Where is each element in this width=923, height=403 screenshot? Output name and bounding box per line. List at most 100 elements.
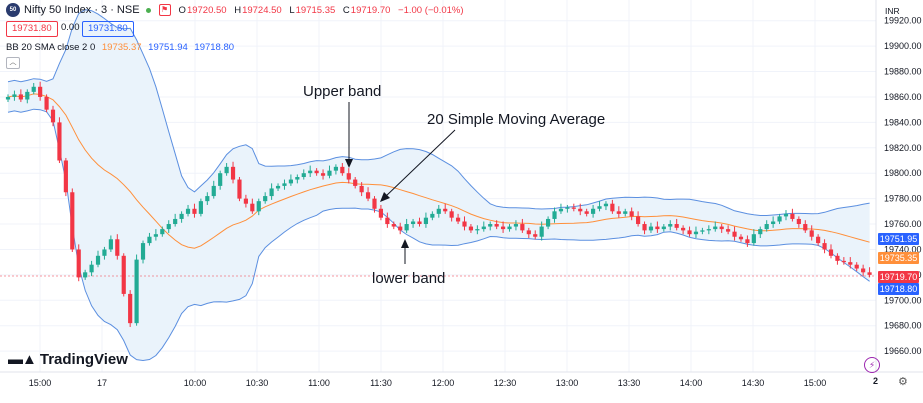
candle-body (500, 226, 506, 230)
candle-body (320, 173, 326, 176)
candle (578, 203, 583, 216)
candle-body (790, 213, 795, 219)
tradingview-logo[interactable]: ▬▲ TradingView (8, 351, 128, 368)
candle (256, 198, 261, 216)
candle (591, 204, 596, 218)
candle-body (12, 94, 17, 97)
candle-body (63, 160, 68, 193)
candle-body (513, 224, 519, 227)
candle (713, 221, 718, 232)
indicator-legend[interactable]: BB 20 SMA close 2 0 19735.37 19751.94 19… (6, 42, 234, 53)
candle (481, 221, 486, 232)
candle-body (410, 221, 416, 225)
candle (314, 168, 319, 176)
candle (822, 239, 827, 254)
candle (706, 225, 711, 235)
candle (275, 183, 281, 191)
candle-body (809, 230, 814, 237)
candle (687, 226, 692, 237)
candle-body (211, 185, 216, 197)
candle-body (70, 192, 75, 250)
tradingview-logo-text: TradingView (39, 351, 128, 368)
candle-body (340, 166, 345, 174)
candle (308, 165, 313, 178)
candle (102, 246, 107, 260)
candle-body (417, 221, 422, 225)
indicator-upper-value: 19751.94 (148, 42, 188, 53)
candle (327, 165, 332, 179)
candle-body (218, 173, 223, 186)
candle (18, 89, 23, 103)
candle (455, 213, 461, 225)
candle (642, 221, 647, 235)
candle (841, 257, 846, 265)
sell-price-button[interactable]: 19731.80 (6, 21, 58, 37)
bollinger-band-fill (8, 9, 870, 361)
candle (166, 220, 171, 233)
price-tick-label: 19860.00 (884, 92, 922, 102)
candle (160, 226, 165, 237)
lightning-icon[interactable]: ⚡ (864, 357, 880, 373)
candle (391, 221, 396, 230)
candle-body (5, 96, 11, 100)
candle-body (173, 218, 178, 225)
candle-body (539, 226, 544, 237)
candle (816, 234, 821, 246)
price-tick-label: 19920.00 (884, 16, 922, 26)
candle (211, 180, 216, 199)
candle (494, 220, 499, 230)
buy-price-button[interactable]: 19731.80 (82, 21, 134, 37)
candle-body (623, 211, 628, 214)
candle-body (777, 216, 782, 222)
candle (410, 218, 416, 228)
candle (224, 163, 229, 176)
currency-label[interactable]: INR (885, 6, 900, 16)
candle (462, 216, 467, 231)
time-tick-label: 17 (97, 378, 107, 388)
candle (681, 225, 686, 235)
candle-body (372, 198, 377, 209)
annotation-upper-band: Upper band (303, 83, 381, 100)
candle (693, 226, 699, 239)
time-tick-label: 13:00 (556, 378, 579, 388)
candle-body (816, 236, 821, 244)
candle-body (468, 226, 474, 231)
candle-body (134, 259, 139, 324)
price-tick-label: 19780.00 (884, 194, 922, 204)
candle (38, 81, 43, 101)
candle-body (745, 239, 750, 244)
candle (443, 203, 448, 214)
candle-body (269, 188, 274, 197)
candle-body (552, 211, 557, 219)
candle (616, 206, 621, 218)
symbol-title[interactable]: Nifty 50 Index · 3 · NSE (24, 4, 140, 16)
candle (44, 94, 49, 113)
collapse-legend-icon[interactable]: ︿ (6, 57, 20, 69)
time-interval-button[interactable]: 2 (873, 376, 879, 386)
candle (655, 221, 660, 233)
candle-body (282, 183, 287, 186)
candle (25, 89, 30, 104)
candle (353, 177, 358, 189)
candle-body (835, 255, 840, 261)
upper-band-price-tag: 19751.95 (878, 233, 919, 245)
candle-body (455, 217, 461, 222)
candle (31, 82, 36, 95)
bollinger-upper-line (7, 9, 870, 216)
candle (539, 221, 544, 241)
candle (404, 218, 409, 233)
candle-body (57, 122, 62, 161)
candle-body (76, 249, 81, 278)
candle (153, 229, 158, 241)
candle (764, 220, 769, 232)
candle-body (256, 201, 261, 212)
candle (867, 267, 872, 278)
candle-body (275, 185, 281, 189)
indicator-basis-value: 19735.37 (101, 42, 142, 53)
gear-icon[interactable]: ⚙ (898, 376, 908, 388)
candle-body (295, 177, 300, 180)
flag-icon[interactable]: ⚑ (158, 4, 171, 16)
candle (237, 177, 242, 202)
candle (848, 257, 853, 269)
